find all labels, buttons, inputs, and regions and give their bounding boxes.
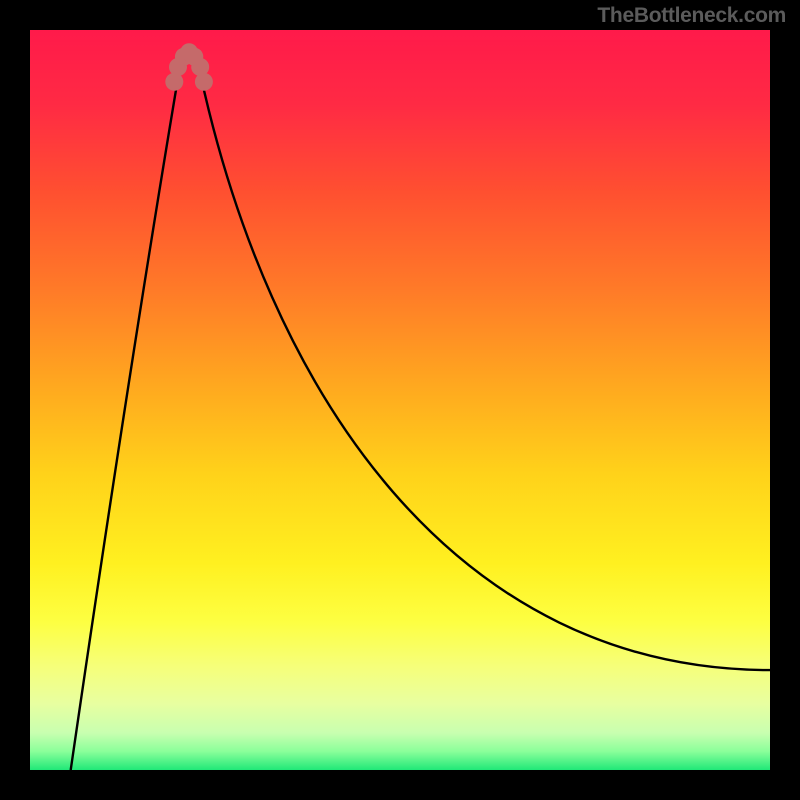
curve-min-markers <box>165 43 213 91</box>
watermark-text: TheBottleneck.com <box>597 4 786 28</box>
curve-left-branch <box>71 56 182 770</box>
plot-area <box>30 30 770 770</box>
curve-marker <box>195 73 213 91</box>
curve-right-branch <box>197 56 771 670</box>
bottleneck-curve <box>30 30 770 770</box>
